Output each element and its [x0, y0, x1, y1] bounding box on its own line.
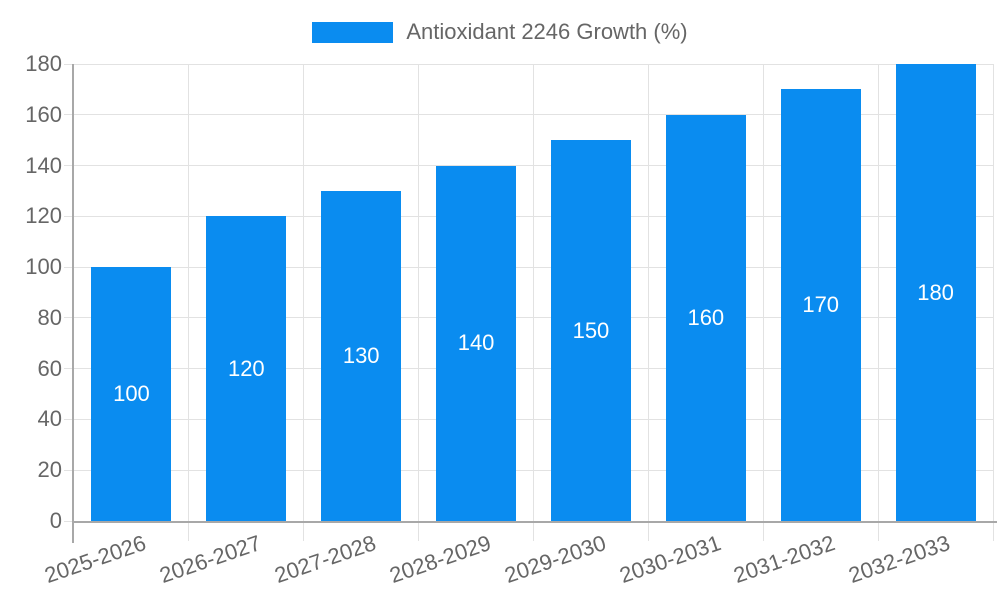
bar-value-label: 100 [113, 381, 150, 407]
bar-2027-2028[interactable] [321, 190, 402, 521]
bar-value-label: 180 [917, 279, 954, 305]
bar-2030-2031[interactable] [665, 114, 746, 521]
bar-value-label: 130 [342, 342, 380, 368]
gridline-vertical [877, 64, 879, 521]
x-tick-label: 2031-2032 [730, 530, 839, 588]
legend-label: Antioxidant 2246 Growth (%) [406, 19, 688, 44]
y-tick-label: 40 [37, 406, 62, 432]
y-axis-tick [64, 317, 74, 319]
bar-value-label: 120 [227, 355, 265, 381]
bar-2029-2030[interactable] [550, 140, 631, 521]
x-axis-tick [647, 521, 649, 541]
bar-value-label: 160 [687, 304, 725, 330]
x-tick-label: 2025-2026 [41, 530, 150, 588]
bar-2031-2032[interactable] [780, 89, 861, 521]
y-tick-label: 20 [37, 457, 62, 483]
x-axis-tick [303, 521, 305, 541]
gridline-vertical [418, 64, 420, 521]
bar-value-label: 170 [802, 292, 840, 318]
y-axis-tick [64, 266, 74, 268]
chart-legend[interactable]: Antioxidant 2246 Growth (%) [0, 9, 1000, 55]
x-axis-tick [418, 521, 420, 541]
x-axis-tick [533, 521, 534, 541]
x-axis-tick [877, 521, 879, 541]
y-tick-label: 140 [25, 152, 62, 178]
gridline-vertical [303, 64, 305, 521]
bar-2032-2033[interactable] [895, 64, 976, 521]
bar-2026-2027[interactable] [206, 216, 287, 521]
x-axis-tick [188, 521, 190, 541]
bar-value-label: 150 [572, 317, 610, 343]
y-tick-label: 160 [25, 101, 62, 127]
legend-swatch[interactable] [312, 21, 394, 43]
gridline-vertical [992, 64, 994, 521]
y-axis-tick [64, 63, 74, 65]
y-tick-label: 180 [25, 51, 62, 76]
y-axis-tick [64, 165, 74, 167]
x-axis-tick [762, 521, 764, 541]
y-tick-label: 80 [37, 304, 62, 330]
gridline-vertical [762, 64, 764, 521]
gridline-vertical [188, 64, 190, 521]
y-axis-tick [64, 469, 74, 471]
y-tick-label: 100 [25, 254, 62, 280]
x-axis-tick [992, 521, 994, 541]
y-axis-tick [64, 215, 74, 217]
y-tick-label: 0 [49, 508, 62, 533]
y-axis-line [72, 64, 74, 543]
bar-2028-2029[interactable] [436, 165, 517, 521]
gridline-vertical [647, 64, 649, 521]
y-axis-tick [64, 114, 74, 116]
y-axis-tick [64, 520, 74, 522]
x-tick-label: 2030-2031 [616, 530, 724, 588]
y-axis-tick [64, 418, 74, 420]
y-tick-label: 60 [37, 355, 62, 381]
x-tick-label: 2027-2028 [271, 530, 380, 588]
x-tick-label: 2026-2027 [156, 530, 265, 588]
gridline-vertical [533, 64, 534, 521]
bar-2025-2026[interactable] [91, 267, 172, 521]
x-tick-label: 2029-2030 [501, 530, 609, 588]
x-tick-label: 2028-2029 [386, 530, 494, 588]
x-tick-label: 2032-2033 [845, 530, 954, 588]
x-axis-line [72, 521, 997, 523]
y-axis-tick [64, 368, 74, 370]
y-tick-label: 120 [25, 203, 62, 229]
bar-value-label: 140 [457, 330, 495, 356]
